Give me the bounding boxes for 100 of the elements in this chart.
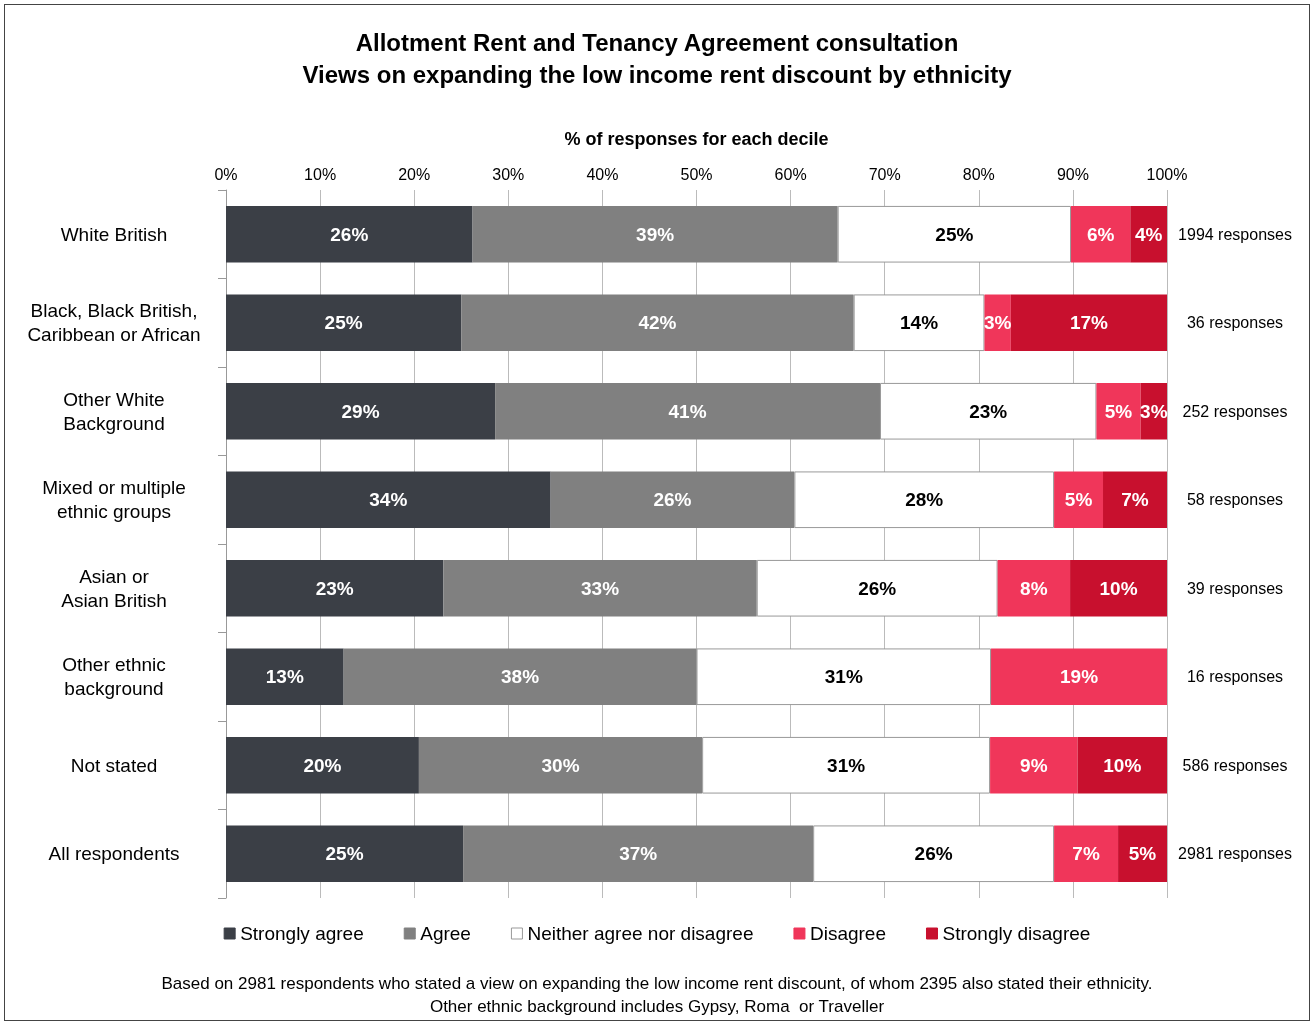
data-label: 6% [1086,223,1115,245]
text: 36 responses [1186,314,1284,332]
bar [226,648,344,706]
y-tick-label: Other White Background [63,388,165,434]
data-label: 42% [638,312,677,334]
bar [226,294,462,352]
data-label: 31% [827,754,866,776]
data-label: 26% [858,577,897,599]
data-label: 14% [900,312,939,334]
x-tick-label: 50% [680,165,713,183]
x-tick-label: 100% [1146,165,1188,183]
x-tick-label: 90% [1056,165,1089,183]
bar [853,294,985,352]
legend-label: Agree [420,923,471,944]
data-label: 38% [501,666,540,688]
bar [1096,382,1141,440]
x-tick-label: 30% [492,165,525,183]
y-tick-label: Not stated [70,754,158,776]
bar [226,205,473,263]
data-label: 17% [1069,312,1109,334]
data-label: 8% [1020,577,1048,599]
data-label: 33% [581,577,620,599]
data-label: 30% [541,754,580,776]
bar [418,736,703,794]
bar [813,825,1055,883]
data-label: 34% [369,489,408,511]
bar [1077,736,1167,794]
data-label: 28% [905,489,944,511]
data-label: 7% [1121,489,1149,511]
y-tick-label: White British [60,223,168,245]
text: 586 responses [1182,756,1288,774]
bar [226,736,419,794]
chart-title: Allotment Rent and Tenancy Agreement consultation Views on expanding the low income rent discount by ethnicity [302,28,1013,88]
bar [696,648,992,706]
x-tick-label: 0% [214,165,238,183]
bar [990,736,1078,794]
bar [343,648,697,706]
data-label: 5% [1064,489,1093,511]
data-label: 19% [1060,666,1099,688]
data-label: 3% [1140,400,1168,422]
data-label: 13% [265,666,304,688]
data-label: 20% [303,754,342,776]
bar [226,471,551,529]
data-label: 10% [1103,754,1142,776]
text: 39 responses [1186,579,1284,597]
data-label: 39% [636,223,675,245]
data-label: 5% [1128,843,1157,865]
bar [879,382,1097,440]
bar [443,559,757,617]
bar [794,471,1055,529]
bar [226,825,464,883]
data-label: 29% [341,400,380,422]
bar [1071,205,1131,263]
data-label: 9% [1020,754,1048,776]
data-label: 7% [1072,843,1100,865]
y-tick-label: Asian or Asian British [61,565,167,611]
bar [550,471,795,529]
bar [1054,471,1104,529]
bar [997,559,1071,617]
data-label: 3% [983,312,1012,334]
bar [756,559,998,617]
y-tick-label: Other ethnic background [62,654,166,700]
data-label: 4% [1134,223,1163,245]
data-label: 25% [325,843,364,865]
bar [1010,294,1167,352]
text: 16 responses [1186,668,1284,686]
x-axis-title: % of responses for each decile [564,129,829,149]
text: 58 responses [1186,491,1284,509]
x-tick-label: 60% [774,165,807,183]
y-tick-label: Mixed or multiple ethnic groups [42,477,186,523]
legend-label: Disagree [809,923,886,944]
data-label: 26% [330,223,369,245]
data-label: 41% [668,400,707,422]
data-label: 10% [1099,577,1138,599]
legend-label: Neither agree nor disagree [527,923,754,944]
data-label: 37% [619,843,658,865]
x-tick-label: 70% [868,165,901,183]
bar [461,294,854,352]
text: 252 responses [1182,402,1288,420]
bar [495,382,880,440]
bar [1070,559,1167,617]
x-tick-label: 20% [398,165,431,183]
legend-label: Strongly agree [240,923,364,944]
bar [991,648,1167,706]
data-label: 31% [824,666,863,688]
data-label: 25% [935,223,974,245]
legend-label: Strongly disagree [942,923,1091,944]
bar [837,205,1072,263]
text: 2981 responses [1178,845,1292,863]
data-label: 5% [1104,400,1133,422]
data-label: 25% [324,312,363,334]
x-tick-label: 80% [962,165,995,183]
bar [226,559,444,617]
bar [1118,825,1167,883]
bar [463,825,814,883]
text: Based on 2981 respondents who stated a view on expanding the low income rent discount, of whom 2395 also stated their ethnicity. Other ethnic background includes Gypsy, Roma or Traveller [161,974,1153,1016]
text: 1994 responses [1178,225,1292,243]
data-label: 23% [315,577,354,599]
y-tick-label: All respondents [48,843,180,865]
bar [702,736,991,794]
